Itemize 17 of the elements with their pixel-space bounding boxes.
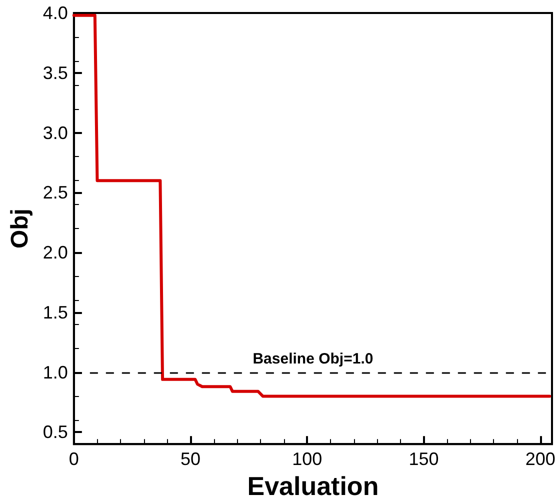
x-tick-label: 100	[292, 449, 322, 470]
y-tick-label: 4.0	[42, 3, 68, 23]
y-tick-label: 2.5	[42, 182, 68, 203]
x-tick-label: 50	[180, 449, 201, 470]
y-tick-label: 3.0	[42, 122, 68, 143]
y-axis-title: Obj	[6, 208, 34, 249]
y-tick-label: 1.0	[42, 362, 68, 382]
x-axis-title: Evaluation	[247, 471, 379, 501]
line-series	[72, 14, 552, 398]
y-tick-label: 3.5	[42, 62, 68, 83]
y-tick-label: 0.5	[42, 422, 68, 442]
ref-line-label: Baseline Obj=1.0	[252, 350, 374, 368]
y-tick-label: 2.0	[42, 242, 68, 262]
x-tick-label: 200	[525, 449, 556, 470]
x-tick-label: 150	[408, 449, 439, 470]
x-tick-label: 0	[68, 449, 79, 470]
y-tick-label: 1.5	[42, 302, 68, 322]
